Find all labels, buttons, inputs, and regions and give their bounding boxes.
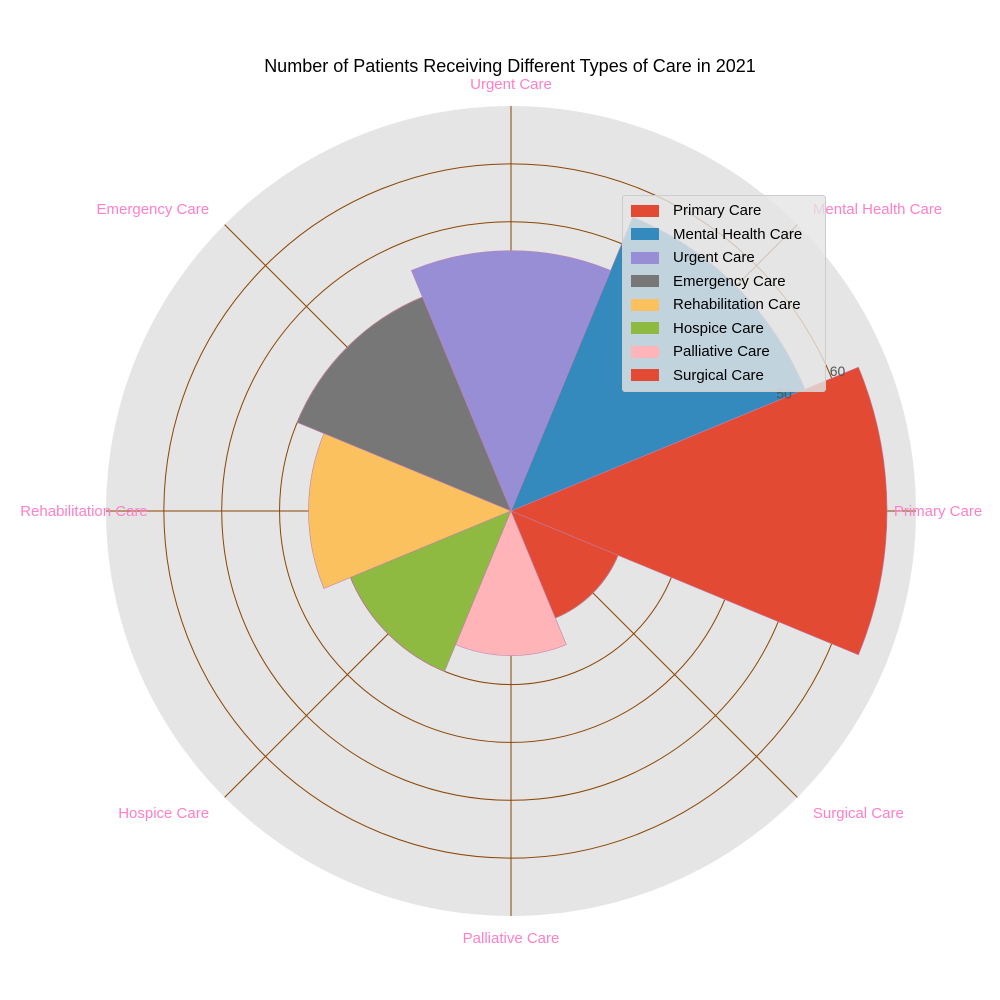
legend-item: Primary Care <box>623 199 825 223</box>
legend-item: Hospice Care <box>623 317 825 341</box>
category-label: Emergency Care <box>97 201 210 218</box>
legend-label: Hospice Care <box>673 319 764 337</box>
category-label: Surgical Care <box>813 805 904 822</box>
category-label: Primary Care <box>894 503 982 520</box>
legend-swatch <box>631 345 659 358</box>
legend-item: Rehabilitation Care <box>623 293 825 317</box>
legend-label: Palliative Care <box>673 343 770 361</box>
legend-label: Surgical Care <box>673 366 764 384</box>
category-label: Mental Health Care <box>813 201 942 218</box>
radial-tick-label: 60 <box>830 363 846 379</box>
legend-item: Palliative Care <box>623 340 825 364</box>
bar-surgical-care <box>510 510 619 619</box>
legend-item: Urgent Care <box>623 246 825 270</box>
category-label: Hospice Care <box>118 805 209 822</box>
legend-item: Emergency Care <box>623 270 825 294</box>
legend-label: Emergency Care <box>673 272 786 290</box>
bar-palliative-care <box>455 510 567 656</box>
legend-label: Urgent Care <box>673 249 755 267</box>
legend-swatch <box>631 298 659 311</box>
legend-item: Surgical Care <box>623 364 825 388</box>
chart-title: Number of Patients Receiving Different T… <box>264 56 756 76</box>
bar-emergency-care <box>296 296 512 512</box>
category-label: Rehabilitation Care <box>20 503 148 520</box>
legend-label: Primary Care <box>673 202 762 220</box>
category-label: Urgent Care <box>470 76 552 93</box>
legend-swatch <box>631 369 659 382</box>
legend-swatch <box>631 322 659 335</box>
legend-swatch <box>631 251 659 264</box>
category-label: Palliative Care <box>463 930 560 947</box>
legend-swatch <box>631 275 659 288</box>
bar-urgent-care <box>410 250 612 512</box>
bar-hospice-care <box>350 510 512 672</box>
legend-swatch <box>631 228 659 241</box>
legend-label: Rehabilitation Care <box>673 296 801 314</box>
legend-swatch <box>631 204 659 217</box>
legend-item: Mental Health Care <box>623 223 825 247</box>
bar-rehabilitation-care <box>308 433 512 589</box>
legend-label: Mental Health Care <box>673 225 803 243</box>
label-layer: Primary Care Mental Health Care Urgent Car… <box>20 76 982 947</box>
bar-primary-care <box>510 366 888 656</box>
legend: Primary Care Mental Health Care Urgent Car… <box>622 195 826 392</box>
